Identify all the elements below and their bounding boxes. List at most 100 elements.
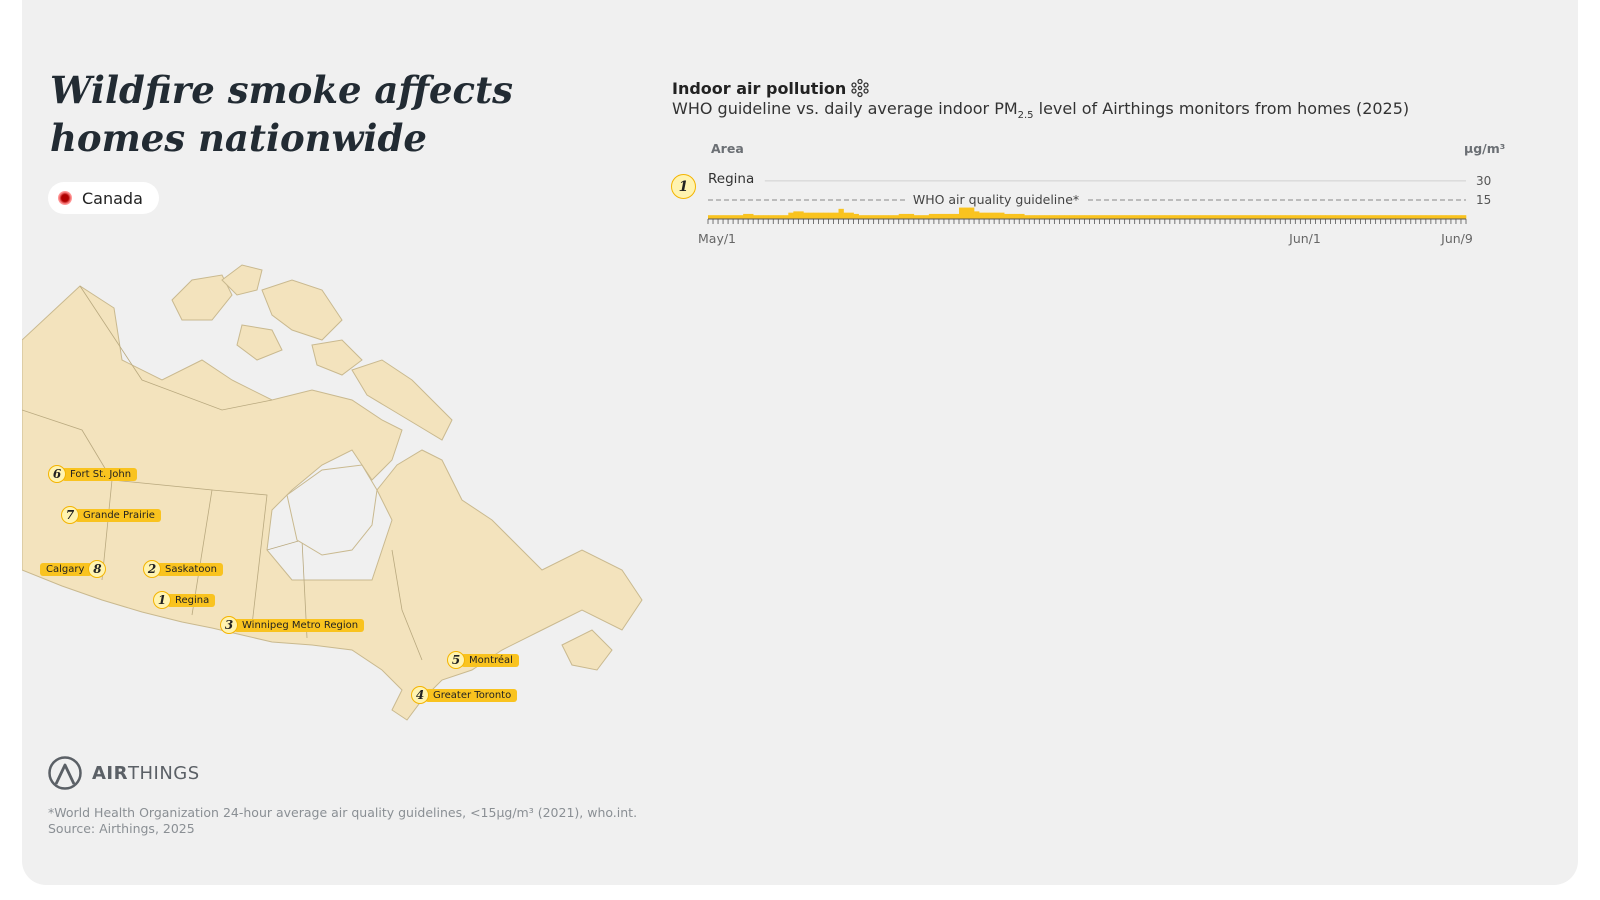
bar xyxy=(1250,215,1256,219)
bar xyxy=(1330,215,1336,219)
bar xyxy=(1109,215,1115,219)
bar xyxy=(918,215,925,219)
bar xyxy=(1215,215,1221,219)
map-label-winnipeg: 3 Winnipeg Metro Region xyxy=(220,616,365,634)
x-tick-label: Jun/1 xyxy=(1288,231,1321,246)
bar xyxy=(1325,215,1331,219)
bar xyxy=(1019,213,1025,219)
bar xyxy=(1194,215,1201,219)
map-label-number: 8 xyxy=(88,560,107,578)
bar xyxy=(768,215,774,219)
arctic-island-4 xyxy=(311,339,363,376)
bar xyxy=(1179,215,1186,219)
bar xyxy=(1265,215,1271,219)
bar xyxy=(1365,215,1371,219)
bar xyxy=(723,215,729,219)
map-label-name: Saskatoon xyxy=(157,562,223,576)
bar xyxy=(813,212,819,219)
border-yt-nt xyxy=(79,285,273,411)
bar xyxy=(1169,215,1176,219)
y-tick-label: 15 xyxy=(1476,193,1491,207)
map-label-number: 4 xyxy=(411,686,429,704)
logo-wordmark-strong: AIR xyxy=(92,762,128,784)
bar xyxy=(1204,215,1211,219)
bar xyxy=(1209,215,1216,219)
bar xyxy=(1144,215,1151,219)
bar xyxy=(798,211,804,219)
bar xyxy=(1385,215,1392,219)
bar xyxy=(1225,215,1231,219)
bar xyxy=(1290,215,1296,219)
bar xyxy=(1220,215,1226,219)
bar xyxy=(1134,215,1141,219)
chart-subtitle-sub: 2.5 xyxy=(1017,110,1034,122)
bar xyxy=(1084,215,1090,219)
particles-icon xyxy=(851,78,869,98)
area-column-header: Area xyxy=(711,141,744,156)
bar xyxy=(853,213,859,219)
bar xyxy=(989,212,995,219)
bar xyxy=(1320,215,1326,219)
bar xyxy=(1014,213,1020,219)
bar xyxy=(788,212,794,219)
bar xyxy=(1004,213,1010,219)
airthings-logo: AIRTHINGS xyxy=(48,756,200,790)
map-label-name: Montréal xyxy=(461,653,519,667)
bar xyxy=(974,211,980,219)
bar xyxy=(1395,215,1402,219)
arctic-island-2 xyxy=(221,264,263,296)
unit-column-header: µg/m³ xyxy=(1464,141,1506,156)
bar xyxy=(1049,215,1055,219)
headline-line-1: Wildfire smoke affects xyxy=(50,68,513,112)
bar xyxy=(948,213,955,219)
bar xyxy=(848,212,854,219)
bar xyxy=(1375,215,1381,219)
country-label: Canada xyxy=(82,188,143,208)
bar xyxy=(1129,215,1135,219)
bar xyxy=(708,215,714,219)
bar xyxy=(1079,215,1085,219)
x-tick-label: May/1 xyxy=(698,231,736,246)
row-area-name: Regina xyxy=(708,171,755,187)
footnote: *World Health Organization 24-hour avera… xyxy=(48,805,637,837)
map-label-greater-toronto: 4 Greater Toronto xyxy=(411,686,518,704)
bar xyxy=(1230,215,1236,219)
bar xyxy=(1119,215,1125,219)
bar xyxy=(838,208,844,219)
bar xyxy=(964,207,970,219)
footnote-line-1: *World Health Organization 24-hour avera… xyxy=(48,805,638,820)
map-label-name: Winnipeg Metro Region xyxy=(234,618,365,632)
bar xyxy=(969,207,975,219)
bar xyxy=(1360,215,1366,219)
bar xyxy=(1199,215,1206,219)
bar xyxy=(1164,215,1171,219)
bar xyxy=(1455,215,1462,219)
bar xyxy=(743,213,749,219)
bar xyxy=(1094,215,1100,219)
arctic-island-3 xyxy=(261,279,343,341)
bar xyxy=(979,212,985,219)
footnote-line-2: Source: Airthings, 2025 xyxy=(48,821,195,836)
bar xyxy=(1054,215,1060,219)
map-label-name: Grande Prairie xyxy=(75,508,161,522)
bar xyxy=(793,211,799,219)
map-label-name: Fort St. John xyxy=(62,467,138,481)
logo-wordmark: AIRTHINGS xyxy=(92,763,200,784)
logo-wordmark-rest: THINGS xyxy=(128,762,200,784)
bar xyxy=(1340,215,1346,219)
bar xyxy=(1154,215,1161,219)
bar xyxy=(873,215,879,219)
bar xyxy=(1420,215,1427,219)
bar xyxy=(1335,215,1341,219)
row-number-badge: 1 xyxy=(671,174,696,199)
map-label-name: Regina xyxy=(167,593,216,607)
map-label-number: 5 xyxy=(447,651,465,669)
chart-subtitle-pre: WHO guideline vs. daily average indoor P… xyxy=(672,99,1018,118)
bar xyxy=(903,213,910,219)
bar xyxy=(1435,215,1442,219)
arctic-island-6 xyxy=(236,324,283,361)
headline-line-2: homes nationwide xyxy=(50,116,427,160)
bar xyxy=(1114,215,1120,219)
bar xyxy=(1149,215,1156,219)
